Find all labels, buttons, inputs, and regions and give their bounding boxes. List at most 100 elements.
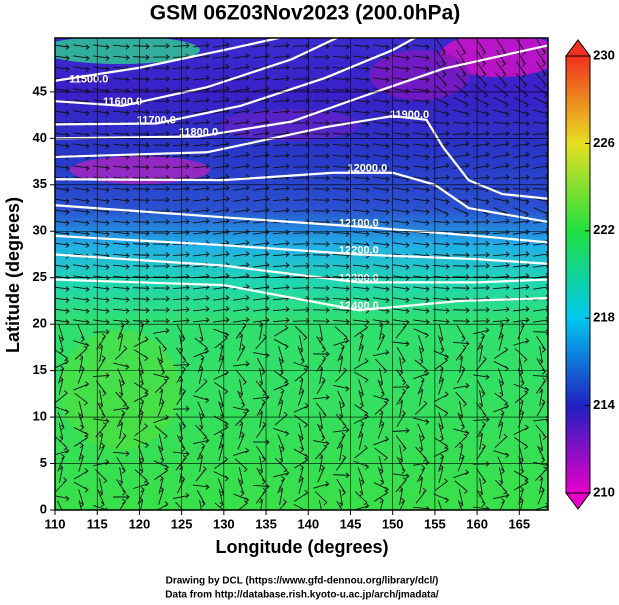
wind-arrow <box>112 263 130 270</box>
wind-arrow <box>237 431 245 450</box>
wind-arrow <box>177 475 186 494</box>
wind-arrow <box>274 370 289 384</box>
wind-arrow <box>235 369 247 385</box>
wind-arrow <box>513 251 530 257</box>
wind-arrow <box>374 489 389 502</box>
wind-arrow <box>535 61 547 78</box>
wind-arrow <box>152 186 170 192</box>
wind-arrow <box>152 142 170 148</box>
wind-arrow <box>312 296 330 303</box>
wind-arrow <box>193 42 210 48</box>
wind-arrow <box>312 65 330 72</box>
wind-arrow <box>112 219 130 226</box>
wind-arrow <box>132 252 150 259</box>
wind-arrow <box>472 317 490 324</box>
wind-arrow <box>312 120 330 127</box>
wind-arrow <box>172 108 190 115</box>
wind-arrow <box>293 456 309 469</box>
wind-arrow <box>412 505 430 510</box>
wind-arrow <box>513 162 530 169</box>
chart-title: GSM 06Z03Nov2023 (200.0hPa) <box>150 2 461 25</box>
wind-arrow <box>112 296 130 303</box>
wind-arrow <box>499 497 506 510</box>
wind-arrow <box>213 185 230 191</box>
wind-arrow <box>112 43 130 50</box>
contour-line <box>55 44 548 140</box>
wind-arrow <box>358 431 364 450</box>
wind-arrow <box>137 486 145 505</box>
colorbar: 210 214 218 222 226 230 <box>565 39 616 510</box>
wind-arrow <box>437 335 445 354</box>
wind-arrow <box>513 197 530 205</box>
wind-arrow <box>479 343 484 362</box>
wind-arrow <box>172 97 190 104</box>
wind-arrow <box>393 154 410 161</box>
wind-arrow <box>413 308 430 314</box>
wind-arrow <box>213 163 230 169</box>
wind-arrow <box>153 327 170 334</box>
wind-arrow <box>415 446 428 462</box>
wind-arrow <box>112 76 130 83</box>
contour-line <box>55 234 548 265</box>
wind-arrow <box>213 64 230 70</box>
wind-arrow <box>73 286 90 293</box>
wind-arrow <box>535 424 547 440</box>
wind-arrow <box>55 447 70 456</box>
wind-arrow <box>233 85 250 92</box>
wind-arrow <box>233 493 250 503</box>
wind-arrow <box>332 263 350 270</box>
wind-arrow <box>272 163 290 170</box>
wind-arrow <box>193 119 210 125</box>
wind-arrow <box>413 286 430 292</box>
wind-arrow <box>358 332 364 351</box>
contour-label: 11800.0 <box>179 126 218 138</box>
wind-arrow <box>457 500 463 510</box>
wind-arrow <box>78 453 84 472</box>
wind-arrow <box>472 284 490 291</box>
y-tick-label: 10 <box>33 409 47 424</box>
wind-arrow <box>213 218 230 224</box>
wind-arrow <box>272 262 290 269</box>
wind-arrow <box>93 187 110 193</box>
wind-arrow <box>535 72 548 88</box>
wind-arrow <box>452 219 470 226</box>
wind-arrow <box>233 361 250 367</box>
wind-arrow <box>354 404 369 417</box>
wind-arrow <box>432 120 450 127</box>
wind-arrow <box>176 324 186 342</box>
wind-arrow <box>152 307 170 313</box>
wind-arrow <box>272 141 290 148</box>
wind-arrow <box>193 306 210 312</box>
wind-arrow <box>272 75 290 82</box>
wind-arrow <box>513 229 530 235</box>
wind-arrow <box>59 464 64 483</box>
wind-arrow <box>519 497 524 510</box>
wind-arrow <box>152 98 170 104</box>
wind-arrow <box>158 475 164 494</box>
wind-arrow <box>193 295 210 301</box>
wind-arrow <box>218 489 224 508</box>
colorbar-tick-label: 230 <box>593 47 615 62</box>
colorbar-extend <box>565 492 591 510</box>
wind-arrow <box>93 198 110 204</box>
wind-arrow <box>316 355 327 372</box>
contour-label: 12300.0 <box>339 272 379 284</box>
wind-arrow <box>533 207 548 218</box>
wind-arrow <box>512 120 530 127</box>
wind-arrow <box>514 84 529 98</box>
wind-arrow <box>279 486 284 505</box>
wind-arrow <box>513 140 530 147</box>
wind-arrow <box>433 197 450 205</box>
wind-arrow <box>512 130 530 137</box>
colorbar-tick-label: 210 <box>593 484 615 499</box>
wind-arrow <box>413 459 430 466</box>
wind-arrow <box>492 306 510 313</box>
wind-arrow <box>373 143 390 150</box>
wind-arrow <box>93 77 110 83</box>
wind-arrow <box>213 97 230 103</box>
wind-arrow <box>353 220 370 226</box>
wind-arrow <box>438 464 444 483</box>
wind-arrow <box>152 318 170 324</box>
wind-arrow <box>472 416 490 423</box>
wind-arrow <box>93 209 110 215</box>
